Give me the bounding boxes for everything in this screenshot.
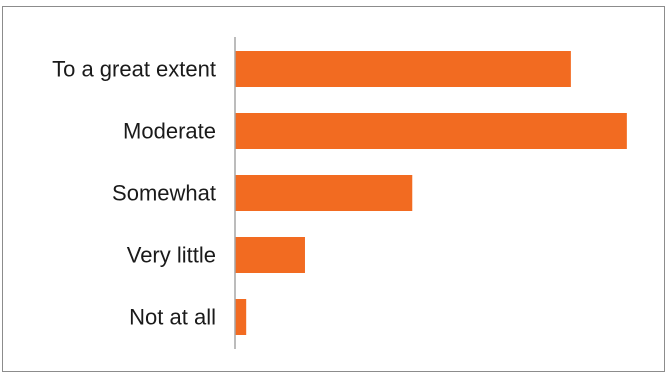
- bar-to-a-great-extent: [235, 51, 571, 87]
- bar-not-at-all: [235, 299, 247, 335]
- category-label-to-a-great-extent: To a great extent: [52, 57, 216, 82]
- category-label-somewhat: Somewhat: [112, 181, 216, 206]
- category-label-moderate: Moderate: [123, 119, 216, 144]
- category-label-not-at-all: Not at all: [129, 305, 216, 330]
- chart-frame: To a great extent Moderate Somewhat Very li…: [2, 6, 665, 372]
- category-labels: To a great extent Moderate Somewhat Very li…: [52, 57, 216, 330]
- bar-somewhat: [235, 175, 413, 211]
- bar-moderate: [235, 113, 627, 149]
- bar-chart: To a great extent Moderate Somewhat Very li…: [52, 37, 627, 349]
- bar-very-little: [235, 237, 305, 273]
- category-label-very-little: Very little: [127, 243, 216, 268]
- bars-group: [235, 51, 627, 335]
